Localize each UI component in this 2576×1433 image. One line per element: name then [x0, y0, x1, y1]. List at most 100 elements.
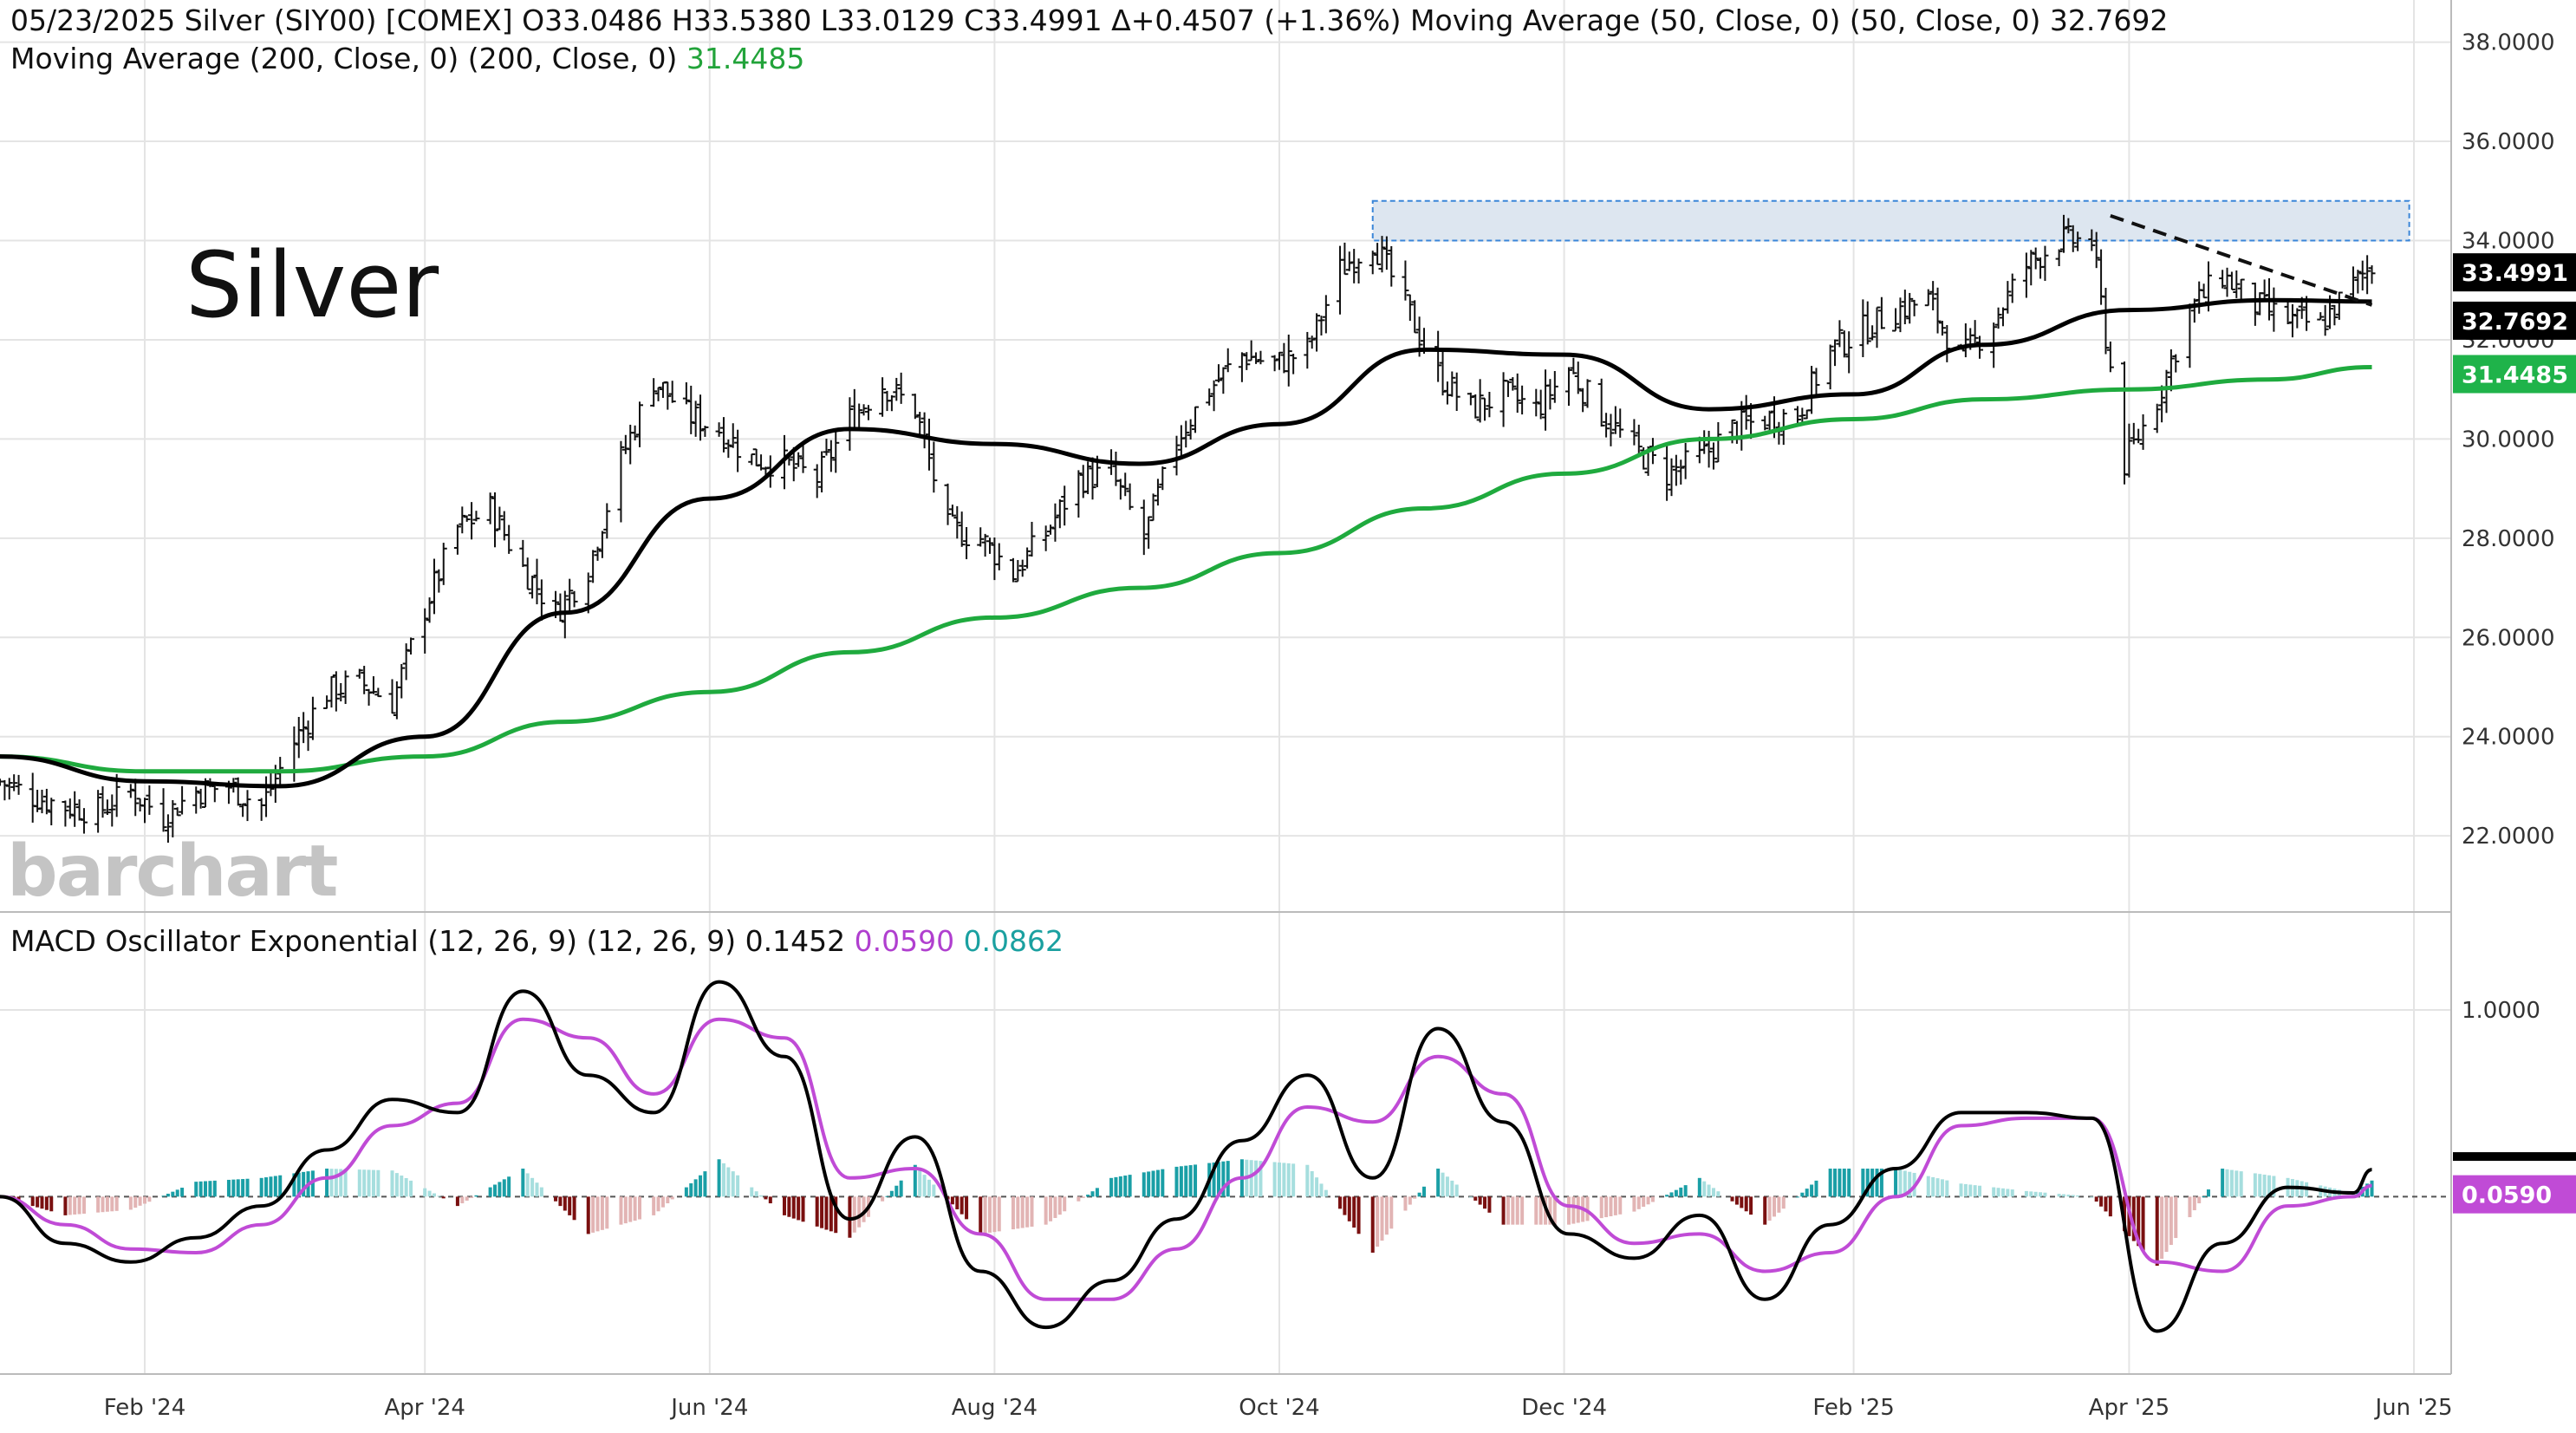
macd-hist-bar: [259, 1177, 263, 1197]
macd-hist-bar: [1221, 1161, 1226, 1197]
macd-hist-bar: [992, 1196, 997, 1233]
macd-hist-bar: [241, 1179, 245, 1197]
price-tick-label: 26.0000: [2462, 625, 2555, 651]
ohlc-bar: [1243, 352, 1251, 370]
macd-hist-bar: [899, 1180, 903, 1197]
macd-hist-bar: [1090, 1191, 1095, 1197]
ohlc-bar: [496, 506, 504, 531]
ohlc-bar: [1159, 466, 1167, 491]
ohlc-bar: [304, 720, 312, 752]
macd-hist-bar: [1773, 1196, 1777, 1217]
macd-hist-bar: [539, 1187, 543, 1197]
macd-hist-bar: [278, 1175, 283, 1197]
macd-hist-bar: [1053, 1196, 1057, 1218]
macd-hist-bar: [1249, 1160, 1253, 1197]
macd-hist-bar: [339, 1169, 343, 1197]
ohlc-bar: [594, 546, 602, 561]
ohlc-bar: [1532, 388, 1540, 417]
ohlc-bar: [701, 426, 709, 437]
macd-hist-bar: [292, 1173, 296, 1197]
ohlc-bar: [1761, 415, 1769, 431]
macd-hist-bar: [44, 1196, 49, 1210]
macd-hist-bar: [171, 1191, 175, 1197]
ohlc-bar: [953, 505, 961, 539]
macd-hist-bar: [1968, 1184, 1973, 1197]
price-tick-label: 22.0000: [2462, 824, 2555, 850]
macd-hist-bar: [595, 1196, 600, 1232]
macd-hist-bar: [2234, 1170, 2239, 1197]
ohlc-bar: [1961, 323, 1969, 358]
ohlc-bar: [556, 593, 564, 622]
macd-hist-bar: [759, 1195, 764, 1197]
macd-hist-bar: [1875, 1169, 1879, 1197]
close-badge-text: 33.4991: [2462, 260, 2568, 287]
macd-hist-bar: [1763, 1196, 1767, 1225]
macd-hist-bar: [1450, 1180, 1454, 1197]
ohlc-bar: [5, 778, 13, 800]
macd-hist-bar: [1702, 1181, 1707, 1197]
macd-hist-bar: [1324, 1189, 1328, 1197]
macd-hist-bar: [670, 1196, 674, 1200]
macd-hist-bar: [1604, 1196, 1609, 1218]
ohlc-bar: [2092, 231, 2100, 269]
macd-hist-bar: [2099, 1196, 2104, 1207]
ohlc-bar: [2008, 273, 2016, 303]
trendline-dashed: [2110, 213, 2373, 307]
macd-hist-bar: [699, 1175, 703, 1197]
ohlc-bar: [598, 531, 606, 558]
macd-hist-bar: [49, 1196, 54, 1212]
macd-hist-bar: [1548, 1196, 1552, 1225]
ohlc-bar: [697, 394, 705, 441]
macd-hist-bar: [619, 1196, 623, 1225]
ohlc-bar: [2163, 369, 2170, 414]
ohlc-bar: [211, 785, 218, 803]
ohlc-bar: [1089, 457, 1096, 500]
macd-hist-bar: [404, 1177, 408, 1197]
ohlc-bar: [1116, 479, 1124, 500]
ohlc-bar: [140, 798, 148, 824]
ohlc-bar: [1439, 349, 1447, 396]
ohlc-bar: [1075, 470, 1083, 518]
macd-hist-bar: [1963, 1183, 1968, 1197]
macd-hist-bar: [1842, 1169, 1846, 1197]
macd-hist-bar: [1077, 1196, 1081, 1202]
ohlc-bar: [1672, 454, 1680, 486]
ohlc-bar: [1257, 350, 1265, 365]
macd-hist-bar: [1114, 1176, 1118, 1197]
ohlc-bar: [80, 808, 88, 834]
macd-hist-bar: [1095, 1188, 1099, 1197]
macd-signal-line: [0, 1017, 2372, 1301]
macd-hist-bar: [1744, 1196, 1748, 1212]
macd-hist-bar: [1534, 1196, 1538, 1225]
macd-hist-bar: [1538, 1196, 1543, 1225]
trendline: [2110, 213, 2373, 307]
macd-hist-bar: [1697, 1177, 1701, 1197]
macd-hist-bar: [1384, 1196, 1389, 1235]
macd-hist-bar: [334, 1169, 338, 1197]
ohlc-bar: [1630, 419, 1638, 446]
ohlc-bar: [930, 441, 938, 493]
ohlc-bar: [2153, 403, 2161, 433]
ohlc-bar: [1173, 435, 1181, 476]
macd-hist-bar: [862, 1196, 866, 1222]
macd-hist-bar: [983, 1196, 987, 1234]
macd-hist-bar: [2061, 1194, 2065, 1197]
ohlc-bar: [1513, 373, 1521, 414]
macd-hist-bar: [1356, 1196, 1361, 1234]
macd-hist-bar: [605, 1196, 609, 1229]
macd-hist-bar: [2090, 1196, 2094, 1198]
ohlc-bar: [1388, 245, 1395, 287]
macd-hist-bar: [979, 1196, 983, 1234]
ohlc-bar: [132, 778, 140, 817]
ohlc-bar: [361, 666, 368, 694]
ohlc-bar: [725, 439, 732, 459]
ohlc-bar: [1224, 348, 1232, 373]
macd-hist-bar: [1174, 1166, 1179, 1197]
macd-hist-bar: [1310, 1170, 1314, 1197]
macd-hist-bar: [2197, 1196, 2202, 1204]
ma50-line: [0, 297, 2372, 789]
macd-panel: [0, 980, 2451, 1333]
macd-hist-bar: [1151, 1170, 1155, 1197]
ohlc-bar: [524, 557, 531, 590]
ohlc-bar: [1826, 344, 1834, 390]
